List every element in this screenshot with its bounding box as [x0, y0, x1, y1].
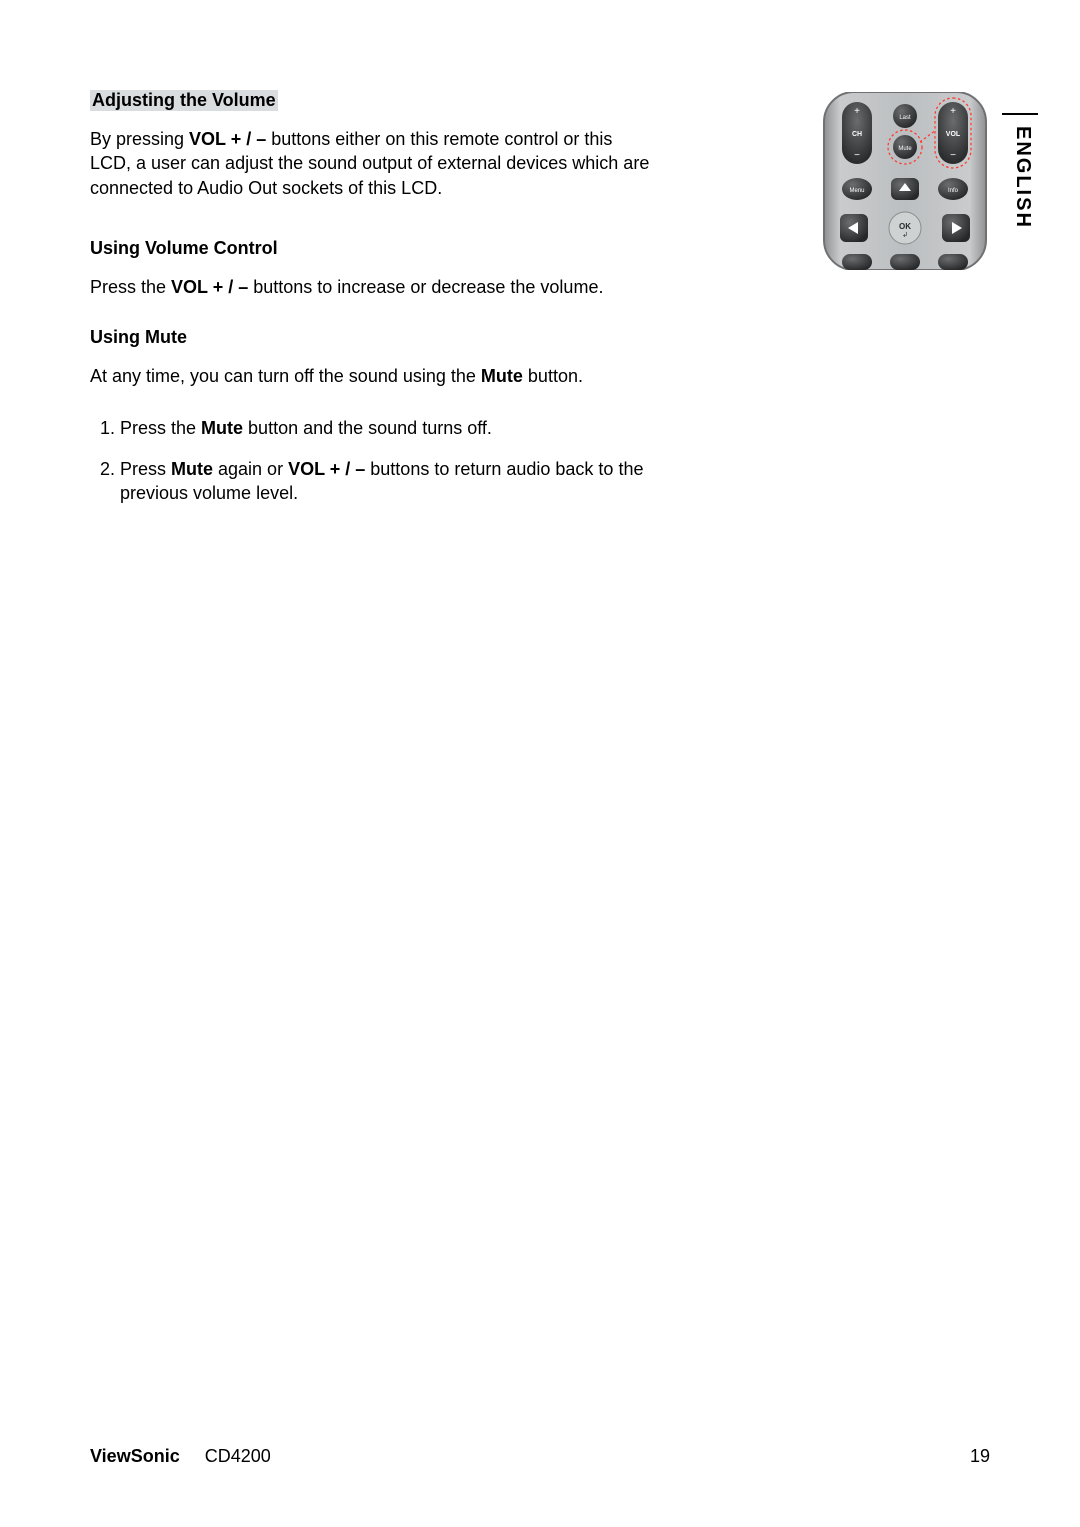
para-adjust-volume: By pressing VOL + / – buttons either on …	[90, 127, 650, 200]
page-number: 19	[970, 1446, 990, 1467]
svg-text:+: +	[950, 106, 956, 117]
svg-text:↲: ↲	[902, 231, 908, 239]
para-using-mute: At any time, you can turn off the sound …	[90, 364, 650, 388]
brand-name: ViewSonic	[90, 1446, 180, 1466]
language-tab: ENGLISH	[1011, 120, 1034, 229]
list-item: Press the Mute button and the sound turn…	[120, 416, 650, 440]
remote-label-ch: CH	[852, 131, 862, 138]
remote-control-image: CH VOL + − + − Last Mute Menu Info	[820, 92, 990, 275]
heading-adjust-volume: Adjusting the Volume	[90, 90, 278, 111]
svg-text:−: −	[950, 150, 956, 161]
remote-label-ok: OK	[899, 222, 911, 231]
svg-text:−: −	[854, 150, 860, 161]
list-item: Press Mute again or VOL + / – buttons to…	[120, 457, 650, 506]
remote-label-menu: Menu	[849, 188, 864, 194]
remote-label-info: Info	[948, 188, 959, 194]
heading-using-mute: Using Mute	[90, 327, 187, 348]
remote-label-mute: Mute	[898, 146, 912, 152]
mute-steps-list: Press the Mute button and the sound turn…	[90, 416, 650, 505]
page-footer: ViewSonic CD4200 19	[90, 1446, 990, 1467]
remote-label-last: Last	[899, 115, 911, 121]
heading-using-volume-control: Using Volume Control	[90, 238, 278, 259]
para-using-volume-control: Press the VOL + / – buttons to increase …	[90, 275, 650, 299]
remote-label-vol: VOL	[946, 131, 961, 138]
svg-text:+: +	[854, 106, 860, 117]
model-name: CD4200	[205, 1446, 271, 1466]
